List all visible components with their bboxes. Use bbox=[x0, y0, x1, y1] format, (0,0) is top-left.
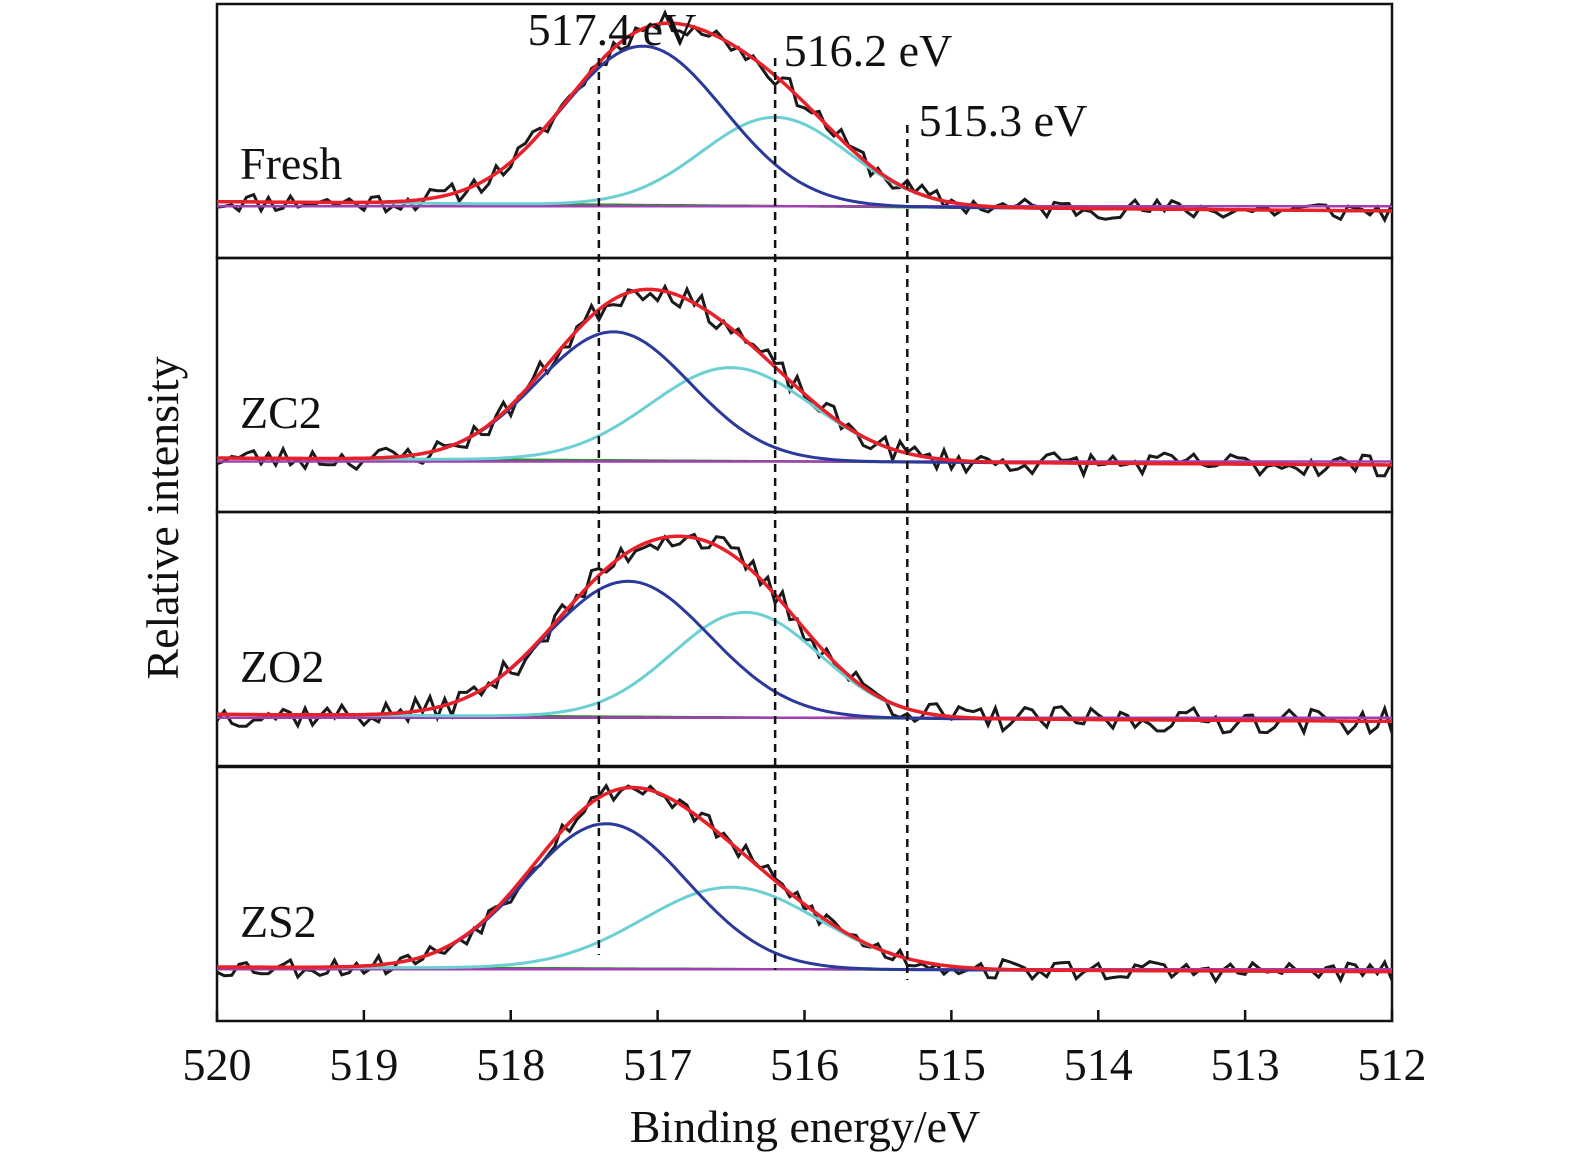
peak2-line bbox=[216, 115, 1393, 213]
x-tick-label: 516 bbox=[770, 1039, 839, 1090]
peak2-line bbox=[217, 885, 1393, 974]
x-tick-label: 515 bbox=[917, 1039, 986, 1090]
reference-lines-layer: 517.4 eV 516.2 eV 515.3 eV bbox=[528, 4, 1088, 980]
raw-data-line bbox=[215, 532, 1394, 737]
envelope-line bbox=[216, 534, 1392, 724]
reference-label-516.2: 516.2 eV bbox=[784, 25, 953, 76]
peak1-line bbox=[217, 822, 1393, 974]
x-tick-label: 513 bbox=[1211, 1039, 1280, 1090]
envelope-line bbox=[216, 21, 1393, 213]
panel-label-zo2: ZO2 bbox=[240, 641, 324, 692]
envelope-line bbox=[217, 287, 1392, 467]
x-tick-label: 518 bbox=[476, 1039, 545, 1090]
panel-zs2: ZS2 bbox=[215, 765, 1394, 1023]
panel-zo2: ZO2 bbox=[215, 510, 1394, 768]
x-tick-label: 517 bbox=[623, 1039, 692, 1090]
panel-label-zs2: ZS2 bbox=[240, 896, 317, 947]
panel-label-fresh: Fresh bbox=[240, 138, 342, 189]
x-tick-label: 519 bbox=[329, 1039, 398, 1090]
raw-data-line bbox=[216, 283, 1394, 479]
x-tick-label: 512 bbox=[1358, 1039, 1427, 1090]
x-axis-label: Binding energy/eV bbox=[630, 1101, 980, 1152]
panel-zc2: ZC2 bbox=[215, 256, 1394, 514]
reference-label-517.4: 517.4 eV bbox=[528, 4, 697, 55]
raw-data-line bbox=[216, 782, 1394, 984]
panel-frame bbox=[215, 256, 1394, 514]
x-axis-ticks: 520 519 518 517 516 515 514 513 512 bbox=[183, 1010, 1427, 1090]
peak1-line bbox=[216, 579, 1392, 723]
reference-label-515.3: 515.3 eV bbox=[919, 95, 1088, 146]
panels-layer: Fresh ZC2 ZO2 ZS2 bbox=[215, 2, 1394, 1023]
x-tick-label: 520 bbox=[183, 1039, 252, 1090]
x-tick-label: 514 bbox=[1064, 1039, 1133, 1090]
envelope-line bbox=[217, 785, 1393, 974]
panel-label-zc2: ZC2 bbox=[240, 387, 322, 438]
y-axis-label: Relative intensity bbox=[137, 356, 188, 679]
